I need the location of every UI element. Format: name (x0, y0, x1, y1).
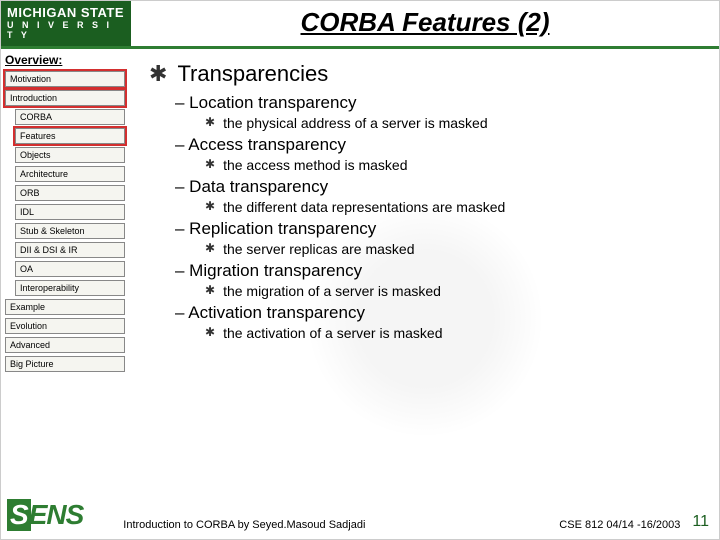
sens-s-icon: S (7, 499, 31, 531)
sidebar-item-oa[interactable]: OA (15, 261, 125, 277)
bullet-icon: ✱ (205, 115, 215, 131)
sidebar-item-dii-dsi-ir[interactable]: DII & DSI & IR (15, 242, 125, 258)
header: MICHIGAN STATE U N I V E R S I T Y CORBA… (1, 1, 719, 49)
footer: S ENS Introduction to CORBA by Seyed.Mas… (1, 499, 719, 535)
bullet-icon: ✱ (205, 157, 215, 173)
sidebar-item-idl[interactable]: IDL (15, 204, 125, 220)
sens-text: ENS (29, 499, 84, 531)
sub-detail-text: the different data representations are m… (223, 199, 505, 215)
slide: MICHIGAN STATE U N I V E R S I T Y CORBA… (0, 0, 720, 540)
logo-line1: MICHIGAN STATE (7, 6, 125, 20)
msu-logo: MICHIGAN STATE U N I V E R S I T Y (1, 1, 131, 46)
sub-detail-text: the activation of a server is masked (223, 325, 442, 341)
body: Overview: Motivation Introduction CORBA Fea… (1, 49, 719, 539)
sub-heading: – Activation transparency (175, 303, 701, 323)
sidebar-item-motivation[interactable]: Motivation (5, 71, 125, 87)
sidebar-item-evolution[interactable]: Evolution (5, 318, 125, 334)
bullet-icon: ✱ (205, 241, 215, 257)
main-text: Transparencies (177, 61, 328, 87)
sub-heading: – Replication transparency (175, 219, 701, 239)
sub-detail: ✱ the server replicas are masked (205, 241, 701, 257)
sidebar-item-objects[interactable]: Objects (15, 147, 125, 163)
sub-detail: ✱ the migration of a server is masked (205, 283, 701, 299)
sub-detail: ✱ the activation of a server is masked (205, 325, 701, 341)
sub-detail: ✱ the different data representations are … (205, 199, 701, 215)
sub-heading: – Location transparency (175, 93, 701, 113)
slide-title: CORBA Features (2) (131, 1, 719, 46)
content: ✱ Transparencies – Location transparency… (131, 49, 719, 539)
sidebar-item-orb[interactable]: ORB (15, 185, 125, 201)
sub-heading: – Migration transparency (175, 261, 701, 281)
sub-heading: – Data transparency (175, 177, 701, 197)
sens-logo: S ENS (7, 499, 83, 531)
bullet-icon: ✱ (205, 199, 215, 215)
sidebar: Overview: Motivation Introduction CORBA Fea… (1, 49, 131, 539)
sidebar-item-stub-skeleton[interactable]: Stub & Skeleton (15, 223, 125, 239)
bullet-icon: ✱ (205, 325, 215, 341)
bullet-icon: ✱ (149, 61, 167, 87)
logo-line2: U N I V E R S I T Y (7, 21, 125, 41)
sub-detail-text: the migration of a server is masked (223, 283, 441, 299)
sub-detail-text: the server replicas are masked (223, 241, 414, 257)
sub-detail-text: the physical address of a server is mask… (223, 115, 488, 131)
main-bullet: ✱ Transparencies (149, 61, 701, 87)
sidebar-item-advanced[interactable]: Advanced (5, 337, 125, 353)
footer-course: CSE 812 04/14 -16/2003 (559, 519, 692, 531)
sidebar-item-big-picture[interactable]: Big Picture (5, 356, 125, 372)
sidebar-item-architecture[interactable]: Architecture (15, 166, 125, 182)
footer-intro: Introduction to CORBA by Seyed.Masoud Sa… (83, 519, 559, 531)
sub-heading: – Access transparency (175, 135, 701, 155)
sidebar-item-interoperability[interactable]: Interoperability (15, 280, 125, 296)
sub-detail: ✱ the access method is masked (205, 157, 701, 173)
sub-detail: ✱ the physical address of a server is mas… (205, 115, 701, 131)
slide-number: 11 (692, 513, 709, 531)
sidebar-item-features[interactable]: Features (15, 128, 125, 144)
sidebar-item-corba[interactable]: CORBA (15, 109, 125, 125)
sub-detail-text: the access method is masked (223, 157, 407, 173)
bullet-icon: ✱ (205, 283, 215, 299)
overview-label: Overview: (5, 53, 125, 67)
sidebar-item-example[interactable]: Example (5, 299, 125, 315)
sidebar-item-introduction[interactable]: Introduction (5, 90, 125, 106)
